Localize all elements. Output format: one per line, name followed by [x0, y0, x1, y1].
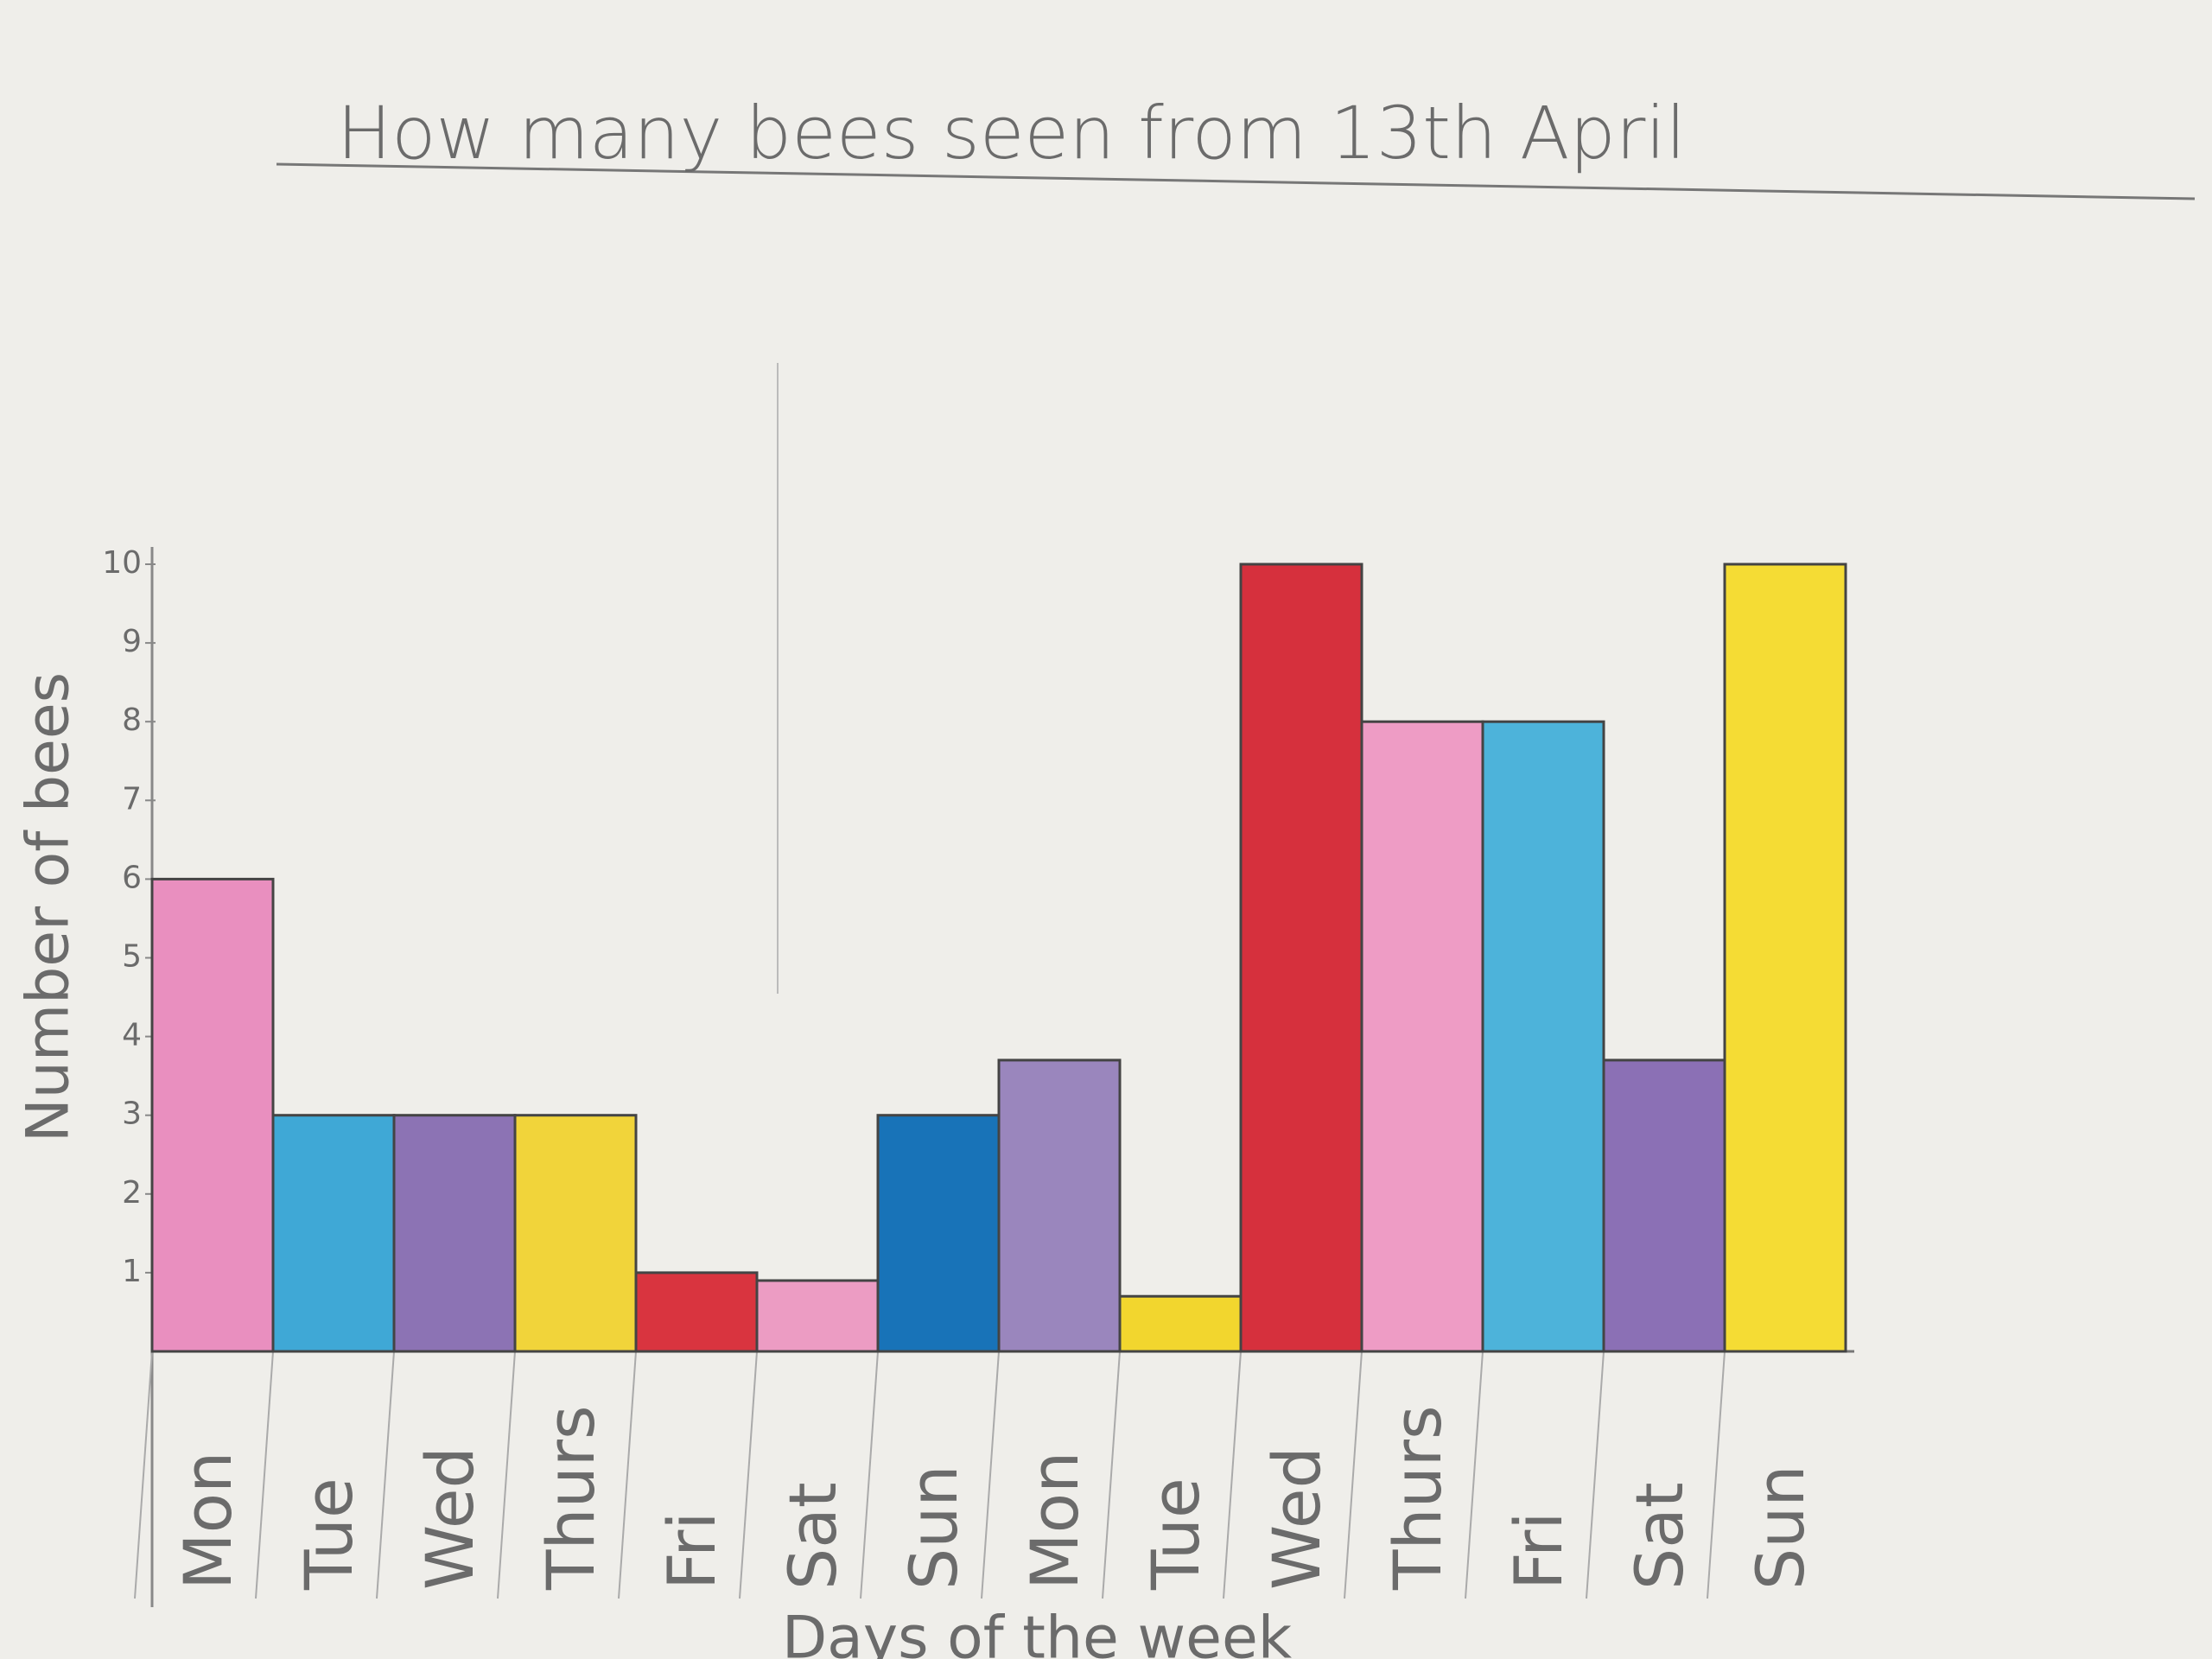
- bar: [1118, 1294, 1243, 1353]
- category-divider: [739, 1351, 758, 1599]
- chart-title: How many bees seen from 13th April: [337, 91, 1686, 175]
- bar: [271, 1114, 396, 1353]
- y-tick-label: 9: [122, 624, 142, 659]
- x-tick-label: Wed: [411, 1446, 488, 1590]
- x-tick-label: Sat: [774, 1482, 851, 1590]
- category-divider: [376, 1351, 395, 1599]
- x-tick-label: Sat: [1621, 1482, 1698, 1590]
- x-tick-label: Mon: [1016, 1452, 1093, 1590]
- title-underline: [276, 162, 2196, 200]
- category-divider: [1707, 1351, 1726, 1599]
- x-tick-label: Sun: [1742, 1465, 1819, 1590]
- bar: [755, 1279, 880, 1353]
- y-tick-label: 7: [122, 781, 142, 817]
- bar: [1602, 1058, 1726, 1353]
- bar: [392, 1114, 517, 1353]
- bar: [997, 1058, 1122, 1353]
- x-tick-label: Fri: [653, 1511, 730, 1590]
- y-tick-label: 10: [102, 545, 142, 581]
- y-tick-label: 8: [122, 702, 142, 738]
- category-divider: [1586, 1351, 1605, 1599]
- x-tick-label: Fri: [1500, 1511, 1577, 1590]
- category-divider: [981, 1351, 1000, 1599]
- bar: [1723, 563, 1847, 1353]
- category-divider: [1344, 1351, 1363, 1599]
- bar: [876, 1114, 1001, 1353]
- category-divider: [255, 1351, 274, 1599]
- y-tick-label: 6: [122, 860, 142, 895]
- bar: [1481, 720, 1605, 1353]
- category-divider: [1102, 1351, 1121, 1599]
- y-tick-label: 1: [122, 1254, 142, 1289]
- category-divider: [618, 1351, 637, 1599]
- bar: [1239, 563, 1363, 1353]
- x-tick-label: Sun: [895, 1465, 972, 1590]
- y-tick-label: 2: [122, 1175, 142, 1211]
- x-tick-label: Wed: [1258, 1446, 1335, 1590]
- y-tick-label: 4: [122, 1018, 142, 1053]
- category-divider: [134, 1351, 153, 1599]
- category-divider: [497, 1351, 516, 1599]
- x-axis-label: Days of the week: [782, 1605, 1293, 1659]
- category-divider: [1223, 1351, 1242, 1599]
- x-tick-label: Thurs: [532, 1405, 609, 1591]
- y-tick-label: 3: [122, 1096, 142, 1132]
- x-tick-label: Mon: [169, 1452, 246, 1590]
- x-tick-label: Thurs: [1379, 1405, 1456, 1591]
- category-divider: [860, 1351, 879, 1599]
- x-tick-label: Tue: [1137, 1478, 1214, 1591]
- y-tick-label: 5: [122, 939, 142, 975]
- y-axis-label: Number of bees: [15, 672, 83, 1142]
- bar: [1360, 720, 1484, 1353]
- x-tick-label: Tue: [290, 1478, 367, 1591]
- bar: [513, 1114, 638, 1353]
- category-divider: [1465, 1351, 1484, 1599]
- bar: [634, 1271, 759, 1353]
- bar: [150, 877, 275, 1353]
